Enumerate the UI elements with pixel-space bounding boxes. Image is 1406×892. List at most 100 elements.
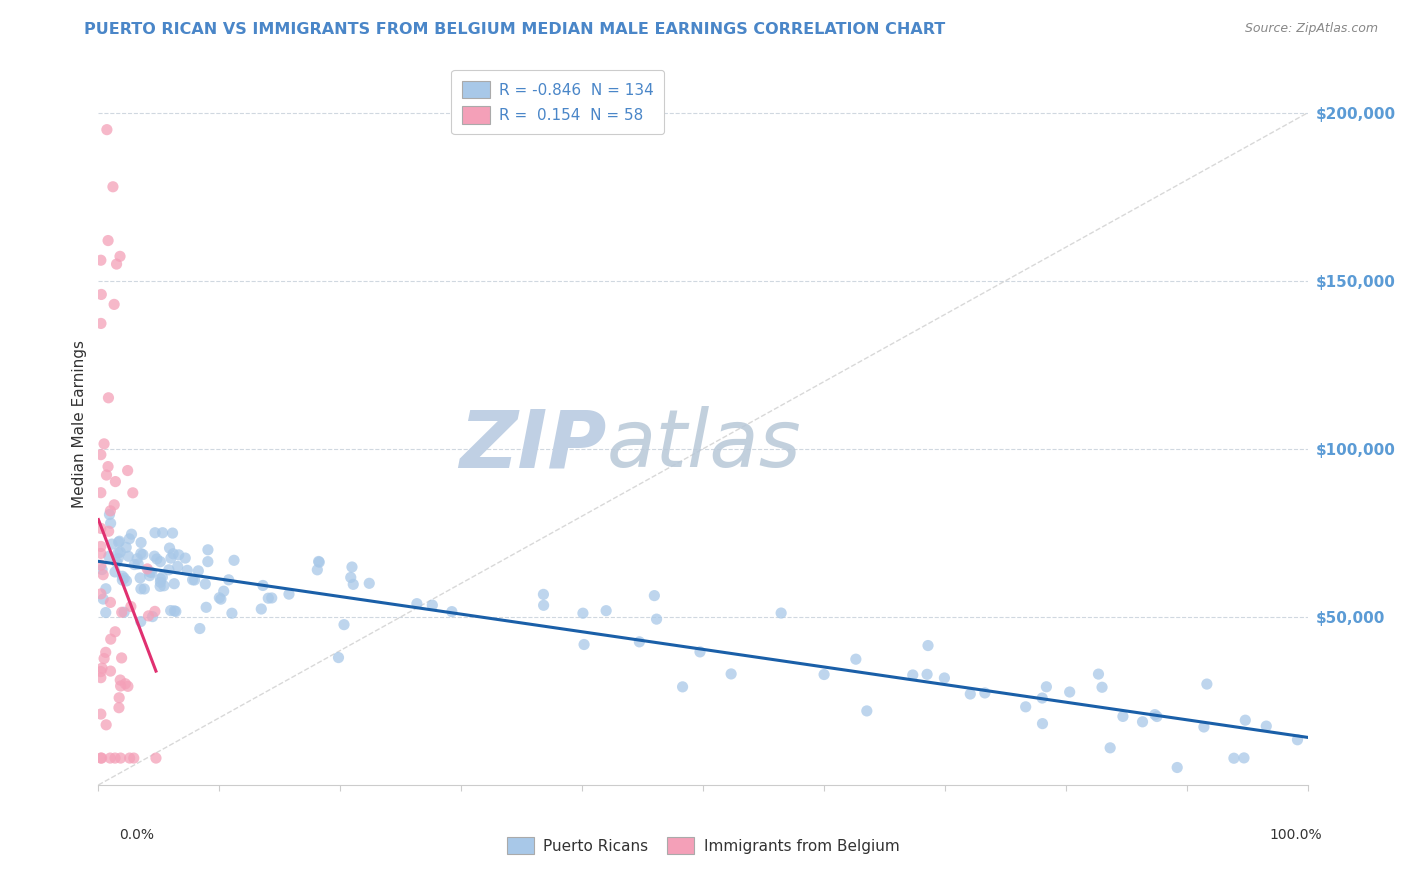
Point xyxy=(176,563,198,577)
Point xyxy=(533,587,555,601)
Point xyxy=(260,591,283,605)
Point xyxy=(100,504,122,518)
Point xyxy=(221,606,243,620)
Point xyxy=(100,632,122,647)
Point xyxy=(628,635,651,649)
Text: PUERTO RICAN VS IMMIGRANTS FROM BELGIUM MEDIAN MALE EARNINGS CORRELATION CHART: PUERTO RICAN VS IMMIGRANTS FROM BELGIUM … xyxy=(84,22,946,37)
Point xyxy=(143,525,166,540)
Point xyxy=(97,234,120,248)
Point xyxy=(129,571,152,585)
Point xyxy=(108,249,131,263)
Point xyxy=(1143,707,1166,722)
Point xyxy=(91,592,114,607)
Text: ZIP: ZIP xyxy=(458,407,606,484)
Point xyxy=(90,665,112,679)
Point xyxy=(103,297,125,311)
Point xyxy=(813,667,835,681)
Point xyxy=(333,617,356,632)
Text: atlas: atlas xyxy=(606,407,801,484)
Point xyxy=(98,751,121,765)
Point xyxy=(1256,719,1278,733)
Point xyxy=(252,578,274,592)
Point xyxy=(572,606,595,620)
Point xyxy=(110,651,132,665)
Point xyxy=(141,566,163,580)
Point xyxy=(340,560,363,574)
Point xyxy=(107,551,129,566)
Point xyxy=(160,551,183,566)
Point xyxy=(90,448,112,462)
Point xyxy=(917,639,939,653)
Point xyxy=(165,604,187,618)
Point xyxy=(934,671,956,685)
Point xyxy=(122,751,145,765)
Point xyxy=(96,468,118,483)
Text: 100.0%: 100.0% xyxy=(1270,828,1322,842)
Point xyxy=(97,524,120,539)
Point xyxy=(104,624,127,639)
Point xyxy=(136,562,159,576)
Point xyxy=(1091,680,1114,694)
Point xyxy=(121,485,143,500)
Point xyxy=(278,587,301,601)
Point xyxy=(96,122,118,136)
Point xyxy=(111,573,134,587)
Point xyxy=(90,707,112,722)
Point xyxy=(197,555,219,569)
Point xyxy=(1059,685,1081,699)
Point xyxy=(132,548,155,562)
Point xyxy=(90,558,112,573)
Point xyxy=(845,652,868,666)
Point xyxy=(163,576,186,591)
Point xyxy=(90,751,112,765)
Point xyxy=(359,576,381,591)
Point xyxy=(129,582,152,596)
Point xyxy=(689,645,711,659)
Point xyxy=(101,537,124,551)
Point xyxy=(138,565,160,579)
Point xyxy=(103,498,125,512)
Point xyxy=(440,605,463,619)
Point xyxy=(915,667,938,681)
Point xyxy=(118,751,141,765)
Point xyxy=(1286,732,1309,747)
Point xyxy=(209,592,232,607)
Point xyxy=(328,650,350,665)
Point xyxy=(149,579,172,593)
Point xyxy=(98,508,121,522)
Point xyxy=(91,661,114,675)
Point xyxy=(595,604,617,618)
Point xyxy=(643,589,665,603)
Point xyxy=(1223,751,1246,765)
Point xyxy=(1234,713,1257,727)
Point xyxy=(308,555,330,569)
Point xyxy=(112,571,135,585)
Point xyxy=(117,679,139,693)
Point xyxy=(100,595,122,609)
Point xyxy=(141,609,163,624)
Point xyxy=(1166,760,1188,774)
Point xyxy=(257,591,280,606)
Text: 0.0%: 0.0% xyxy=(120,828,155,842)
Point xyxy=(973,686,995,700)
Point xyxy=(96,718,118,732)
Point xyxy=(197,542,219,557)
Point xyxy=(183,573,205,587)
Point xyxy=(127,551,149,566)
Point xyxy=(104,751,127,765)
Point xyxy=(149,575,172,590)
Point xyxy=(167,548,190,562)
Point xyxy=(856,704,879,718)
Point xyxy=(143,604,166,618)
Point xyxy=(153,579,176,593)
Point xyxy=(645,612,668,626)
Point xyxy=(120,599,142,614)
Point xyxy=(420,598,443,612)
Point xyxy=(90,671,112,685)
Point xyxy=(100,664,122,678)
Point xyxy=(720,667,742,681)
Point xyxy=(339,570,361,584)
Point xyxy=(94,606,117,620)
Point xyxy=(110,673,132,687)
Point xyxy=(111,605,134,619)
